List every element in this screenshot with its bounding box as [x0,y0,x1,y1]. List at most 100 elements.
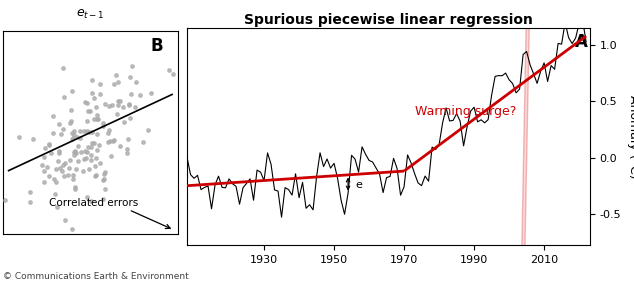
Point [58,162,68,167]
Point [63,173,74,178]
Point [98,178,108,182]
Point [107,103,117,107]
Point [59,174,69,179]
Point [115,99,126,103]
Point [143,128,153,132]
Point [39,180,49,184]
Point [89,163,100,168]
Point [98,120,108,125]
Point [127,63,137,68]
Point [53,158,63,163]
Point [87,91,97,95]
Point [90,174,100,179]
Point [131,80,141,84]
Point [86,130,96,135]
Point [79,157,89,161]
Point [64,166,74,171]
Point [82,129,93,134]
Point [146,91,157,96]
Point [72,144,82,148]
Point [84,129,94,134]
Point [76,150,86,154]
Point [68,135,78,140]
Point [109,81,119,86]
Text: A: A [575,32,588,50]
Point [70,187,80,191]
Point [168,71,178,76]
Point [25,200,35,204]
Point [108,138,119,143]
Point [91,105,101,110]
Point [66,119,76,124]
Point [54,122,64,126]
Point [93,117,103,122]
Point [70,151,81,155]
Point [111,72,121,77]
Point [98,124,108,128]
Point [124,102,134,107]
Point [86,153,96,157]
Point [83,108,93,113]
Point [75,136,85,140]
Point [122,146,132,151]
Point [55,166,65,170]
Point [86,198,96,203]
Text: B: B [151,37,164,55]
Point [86,157,96,162]
Point [60,161,70,165]
Point [79,169,89,173]
Point [58,95,68,100]
Point [126,74,136,79]
Point [14,135,24,140]
Point [113,79,123,84]
Point [95,161,105,165]
Point [83,145,93,150]
Point [82,119,92,124]
Point [87,140,98,145]
Y-axis label: Anomaly (°C): Anomaly (°C) [628,95,634,179]
Point [94,143,104,147]
Point [112,112,122,116]
Point [113,103,124,107]
Point [164,68,174,72]
Point [53,151,63,155]
Point [73,158,83,163]
Point [44,173,54,178]
Point [65,158,75,163]
Point [95,92,105,96]
Point [124,101,134,106]
Point [103,104,113,109]
Point [65,121,75,126]
Text: Warming surge?: Warming surge? [415,105,516,118]
Point [89,140,99,145]
Point [118,105,128,109]
Point [39,155,49,160]
Point [44,143,54,148]
Point [92,132,102,136]
Point [37,163,47,168]
Point [106,154,116,158]
Point [56,132,67,136]
Point [91,173,101,178]
Point [130,105,140,110]
Point [70,185,80,189]
Point [135,93,145,98]
Point [87,78,97,82]
Point [67,131,77,135]
Point [46,151,56,156]
Title: Spurious piecewise linear regression: Spurious piecewise linear regression [244,13,533,27]
Point [79,129,89,133]
Point [44,142,54,146]
Point [66,108,76,113]
Point [103,131,113,135]
Point [100,187,110,191]
Text: Correlated errors: Correlated errors [49,198,138,208]
Point [115,144,125,148]
Point [82,149,93,154]
Point [82,195,93,199]
Point [105,138,115,143]
Point [138,140,148,144]
Point [82,101,92,105]
Point [95,81,105,86]
Point [42,165,52,169]
